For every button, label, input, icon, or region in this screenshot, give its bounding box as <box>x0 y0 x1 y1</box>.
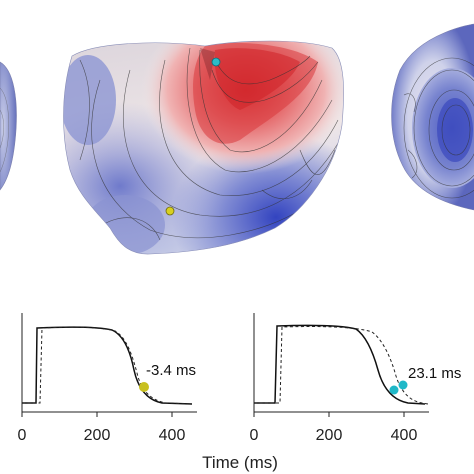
right-heart <box>391 23 474 211</box>
trace-panel-1: -3.4 ms 0 200 400 <box>18 313 197 444</box>
tick-label-0: 0 <box>18 427 27 444</box>
cyan-trace-marker-1 <box>389 385 399 395</box>
cyan-trace-marker-2 <box>398 380 408 390</box>
left-partial-heart <box>0 61 17 191</box>
x-axis-label: Time (ms) <box>202 453 278 472</box>
center-heart <box>63 40 344 255</box>
tick-label-200-b: 200 <box>316 427 343 444</box>
annotation-2: 23.1 ms <box>408 365 461 382</box>
action-potential-dashed-1 <box>22 326 193 405</box>
tick-label-400-b: 400 <box>391 427 418 444</box>
cyan-site-marker <box>211 57 221 67</box>
tick-label-0-b: 0 <box>250 427 259 444</box>
tick-label-400: 400 <box>159 427 186 444</box>
trace-panel-2: 23.1 ms 0 200 400 <box>250 313 461 444</box>
tick-label-200: 200 <box>84 427 111 444</box>
yellow-site-marker <box>165 206 175 216</box>
action-potential-solid-2 <box>254 324 426 405</box>
yellow-trace-marker <box>139 382 149 392</box>
annotation-1: -3.4 ms <box>146 362 196 379</box>
action-potential-dashed-2 <box>254 326 429 405</box>
